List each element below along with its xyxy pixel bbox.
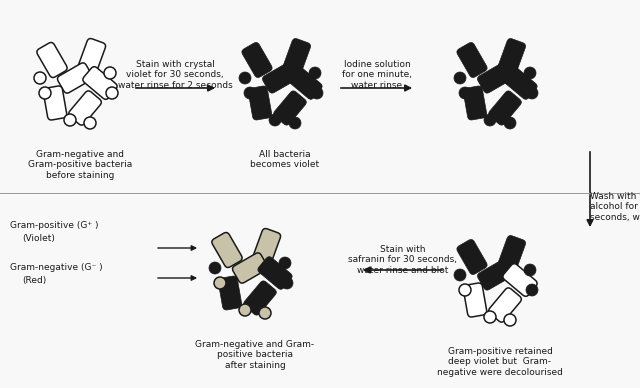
Circle shape	[454, 269, 466, 281]
FancyBboxPatch shape	[79, 38, 106, 73]
FancyBboxPatch shape	[244, 281, 276, 315]
FancyBboxPatch shape	[212, 232, 242, 268]
Circle shape	[279, 257, 291, 269]
Circle shape	[239, 72, 251, 84]
Text: Stain with crystal
violet for 30 seconds,
water rinse for 2 seconds: Stain with crystal violet for 30 seconds…	[118, 60, 232, 90]
FancyBboxPatch shape	[457, 42, 487, 78]
FancyBboxPatch shape	[499, 38, 525, 73]
Circle shape	[281, 277, 293, 289]
Circle shape	[269, 114, 281, 126]
FancyBboxPatch shape	[242, 42, 272, 78]
FancyBboxPatch shape	[83, 67, 117, 99]
Circle shape	[39, 87, 51, 99]
Circle shape	[526, 284, 538, 296]
FancyBboxPatch shape	[248, 86, 272, 120]
FancyBboxPatch shape	[463, 86, 487, 120]
FancyBboxPatch shape	[457, 239, 487, 275]
FancyBboxPatch shape	[463, 283, 487, 317]
FancyBboxPatch shape	[284, 38, 310, 73]
Text: Stain with
safranin for 30 seconds,
water rinse and blot: Stain with safranin for 30 seconds, wate…	[349, 245, 458, 275]
Text: All bacteria
becomes violet: All bacteria becomes violet	[250, 150, 319, 170]
Circle shape	[214, 277, 226, 289]
Circle shape	[209, 262, 221, 274]
Circle shape	[524, 67, 536, 79]
FancyBboxPatch shape	[503, 67, 537, 99]
Circle shape	[484, 311, 496, 323]
FancyBboxPatch shape	[489, 288, 522, 322]
Text: Gram-negative and Gram-
positive bacteria
after staining: Gram-negative and Gram- positive bacteri…	[195, 340, 315, 370]
Circle shape	[459, 284, 471, 296]
Circle shape	[526, 87, 538, 99]
Circle shape	[289, 117, 301, 129]
Circle shape	[64, 114, 76, 126]
FancyBboxPatch shape	[489, 91, 522, 125]
FancyBboxPatch shape	[253, 229, 280, 263]
FancyBboxPatch shape	[44, 86, 67, 120]
FancyBboxPatch shape	[477, 63, 513, 93]
FancyBboxPatch shape	[232, 253, 268, 283]
FancyBboxPatch shape	[477, 260, 513, 290]
Circle shape	[239, 304, 251, 316]
Circle shape	[309, 67, 321, 79]
Circle shape	[84, 117, 96, 129]
Circle shape	[311, 87, 323, 99]
Circle shape	[524, 264, 536, 276]
FancyBboxPatch shape	[58, 63, 93, 93]
Text: Wash with 95% ethyl
alcohol for 10 to 30
seconds, water rinse: Wash with 95% ethyl alcohol for 10 to 30…	[590, 192, 640, 222]
FancyBboxPatch shape	[258, 256, 292, 289]
Circle shape	[259, 307, 271, 319]
Text: Iodine solution
for one minute,
water rinse: Iodine solution for one minute, water ri…	[342, 60, 412, 90]
FancyBboxPatch shape	[68, 91, 101, 125]
Circle shape	[104, 67, 116, 79]
Text: (Violet): (Violet)	[22, 234, 55, 242]
FancyBboxPatch shape	[37, 42, 67, 78]
Circle shape	[454, 72, 466, 84]
Circle shape	[106, 87, 118, 99]
Circle shape	[459, 87, 471, 99]
Text: Gram-positive (G⁺ ): Gram-positive (G⁺ )	[10, 220, 99, 229]
Text: Gram-positive retained
deep violet but  Gram-
negative were decolourised: Gram-positive retained deep violet but G…	[437, 347, 563, 377]
Circle shape	[504, 314, 516, 326]
Circle shape	[244, 87, 256, 99]
Circle shape	[484, 114, 496, 126]
FancyBboxPatch shape	[218, 276, 242, 310]
Circle shape	[504, 117, 516, 129]
FancyBboxPatch shape	[288, 67, 322, 99]
Circle shape	[34, 72, 46, 84]
FancyBboxPatch shape	[274, 91, 307, 125]
FancyBboxPatch shape	[503, 263, 537, 296]
FancyBboxPatch shape	[262, 63, 298, 93]
Text: Gram-negative (G⁻ ): Gram-negative (G⁻ )	[10, 263, 102, 272]
FancyBboxPatch shape	[499, 236, 525, 270]
Text: Gram-negative and
Gram-positive bacteria
before staining: Gram-negative and Gram-positive bacteria…	[28, 150, 132, 180]
Text: (Red): (Red)	[22, 277, 46, 286]
